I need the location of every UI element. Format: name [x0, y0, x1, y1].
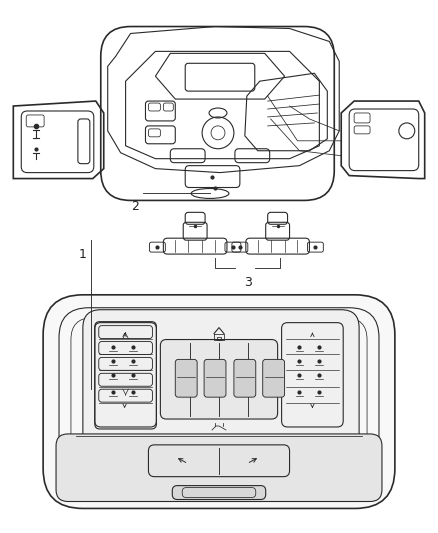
FancyBboxPatch shape: [172, 486, 266, 499]
Text: 2: 2: [131, 200, 139, 213]
Text: 3: 3: [244, 276, 252, 289]
FancyBboxPatch shape: [56, 434, 382, 502]
FancyBboxPatch shape: [234, 359, 256, 397]
FancyBboxPatch shape: [83, 310, 359, 457]
FancyBboxPatch shape: [43, 295, 395, 508]
Text: 1: 1: [79, 248, 87, 261]
FancyBboxPatch shape: [160, 340, 278, 419]
FancyBboxPatch shape: [175, 359, 197, 397]
Bar: [208, 423, 230, 437]
FancyBboxPatch shape: [263, 359, 285, 397]
FancyBboxPatch shape: [204, 359, 226, 397]
